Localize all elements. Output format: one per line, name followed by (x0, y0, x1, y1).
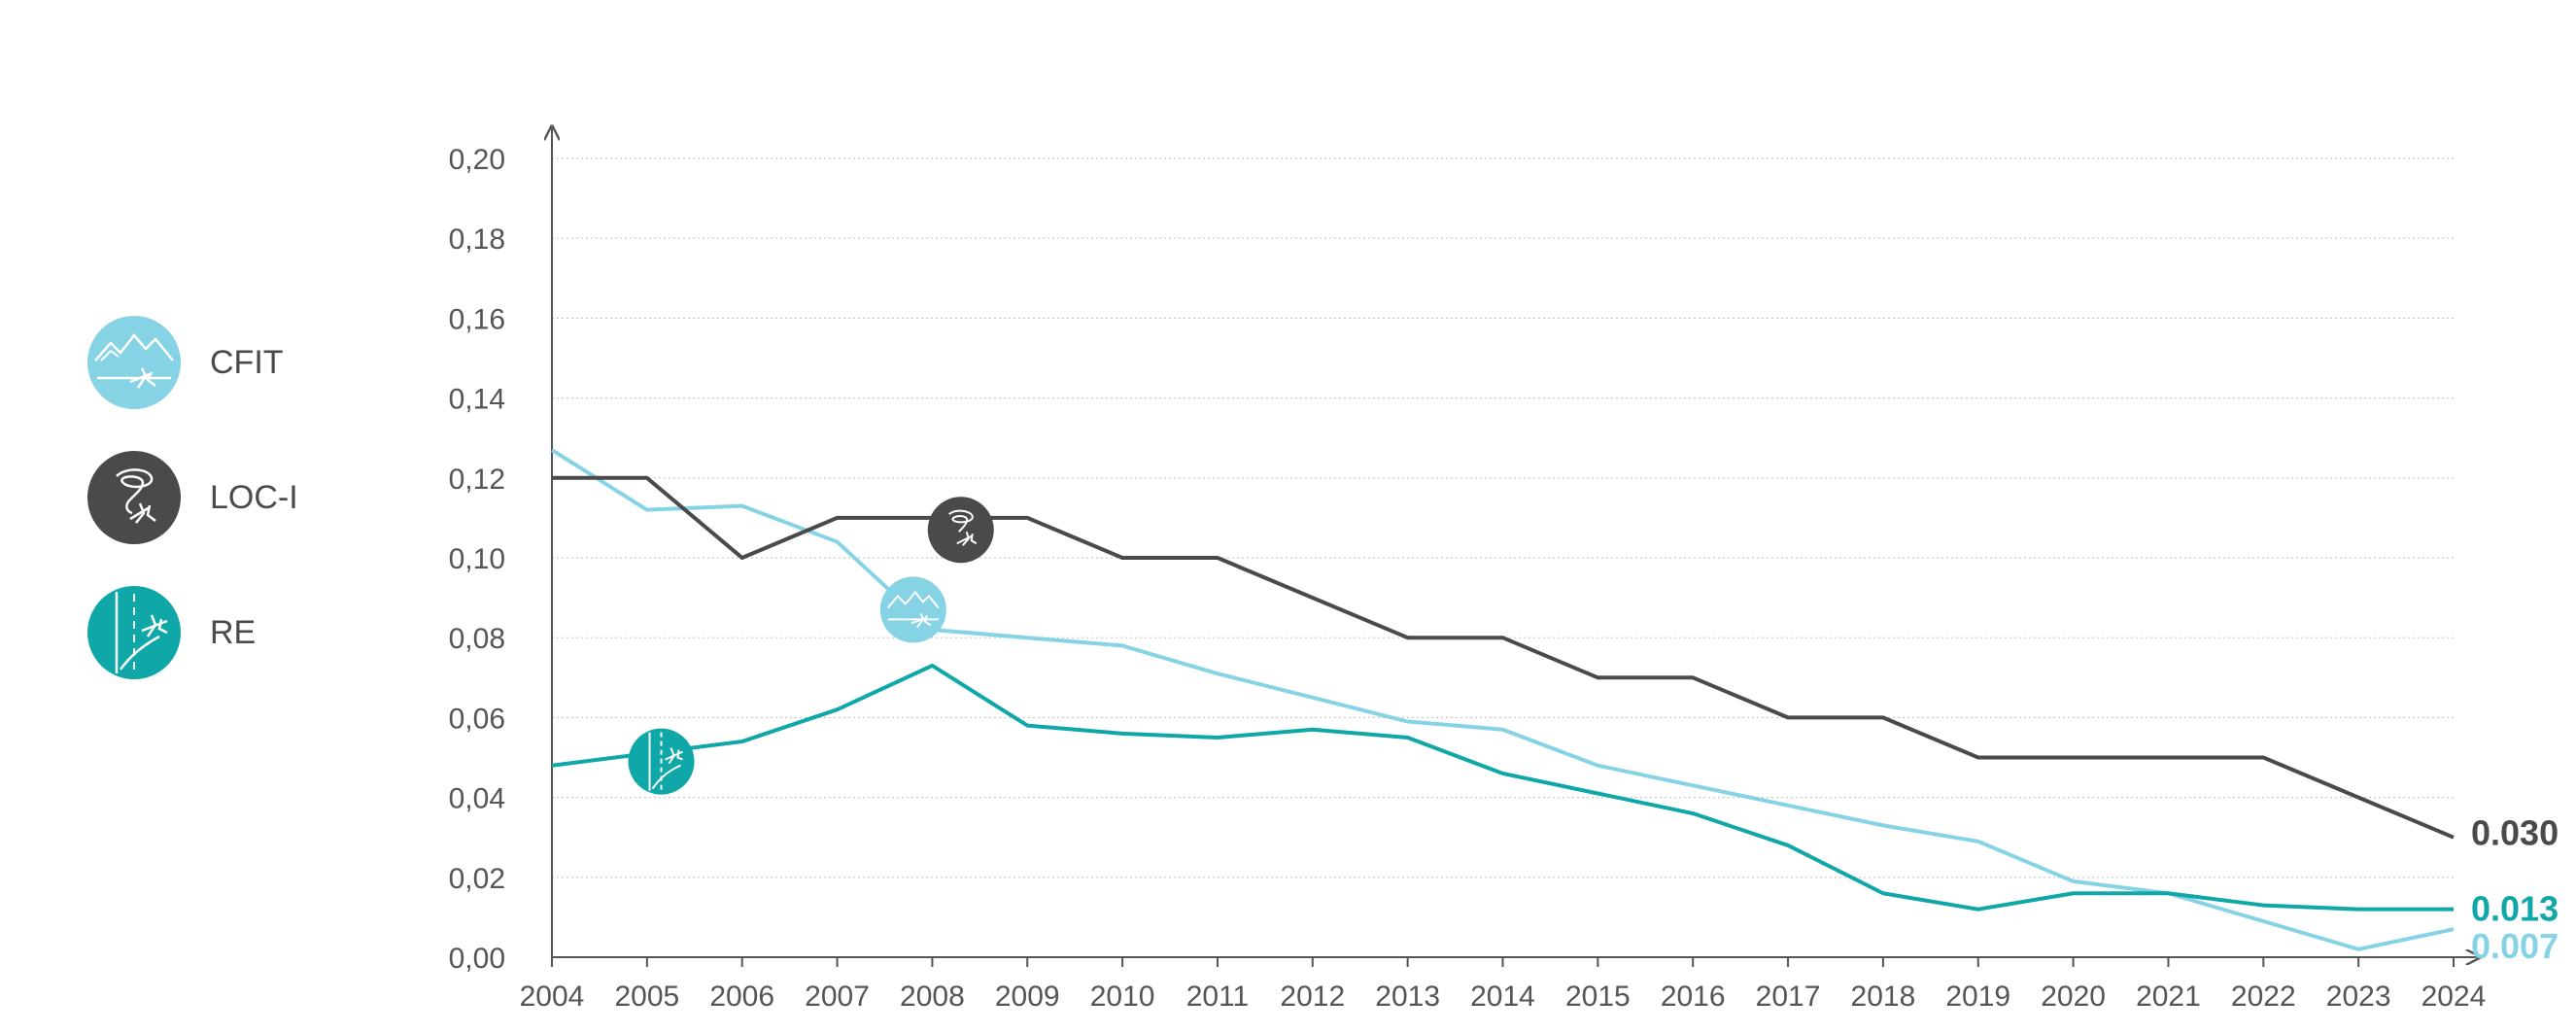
legend-label: CFIT (210, 343, 284, 381)
marker-glyph (956, 531, 978, 546)
y-tick-label: 0,08 (449, 623, 505, 655)
marker-glyph (651, 764, 681, 790)
legend-item-cfit: CFIT (87, 316, 298, 409)
legend-label: RE (210, 613, 257, 651)
y-tick-label: 0,20 (449, 144, 505, 176)
spiral-plane-marker-icon (927, 497, 994, 564)
x-tick-label: 2006 (709, 981, 774, 1013)
gridlines (552, 157, 2454, 878)
marker-circle (879, 576, 946, 643)
runway-plane-icon (87, 586, 181, 679)
mountain-plane-icon (87, 316, 181, 409)
y-axis-ticks: 0,00 0,02 0,04 0,06 0,08 0,10 0,12 0,14 0,16 0,18… (449, 144, 505, 975)
x-tick-label: 2007 (805, 981, 870, 1013)
y-tick-label: 0,02 (449, 863, 505, 895)
x-tick-label: 2014 (1470, 981, 1535, 1013)
series-line-cfit (550, 448, 2455, 951)
y-tick-label: 0,16 (449, 303, 505, 335)
end-label-cfit: 0.007 (2471, 926, 2559, 966)
x-tick-label: 2021 (2136, 981, 2201, 1013)
runway-plane-marker-icon (628, 728, 695, 795)
y-tick-label: 0,18 (449, 224, 505, 256)
x-tick-label: 2020 (2041, 981, 2106, 1013)
x-tick-label: 2019 (1945, 981, 2010, 1013)
end-label-re: 0.013 (2471, 889, 2559, 929)
x-tick-label: 2012 (1280, 981, 1345, 1013)
end-labels: 0.007 0.030 0.013 (2471, 813, 2559, 967)
end-label-loc-i: 0.030 (2471, 813, 2559, 853)
x-tick-label: 2018 (1851, 981, 1916, 1013)
y-tick-label: 0,04 (449, 783, 505, 815)
x-tick-label: 2011 (1186, 981, 1250, 1013)
x-tick-label: 2008 (900, 981, 965, 1013)
x-tick-label: 2017 (1756, 981, 1821, 1013)
series-lines (550, 448, 2455, 951)
mountain-plane-marker-icon (879, 576, 946, 643)
legend-item-re: RE (87, 586, 298, 679)
legend-label: LOC-I (210, 478, 298, 516)
spiral-plane-icon (87, 451, 181, 544)
y-tick-label: 0,00 (449, 943, 505, 975)
y-tick-label: 0,14 (449, 384, 505, 416)
marker-glyph (887, 590, 940, 609)
marker-glyph (665, 747, 683, 765)
marker-glyph (948, 509, 974, 533)
x-tick-label: 2024 (2421, 981, 2487, 1013)
marker-glyph (910, 613, 932, 629)
y-tick-label: 0,12 (449, 464, 505, 496)
x-tick-label: 2004 (520, 981, 585, 1013)
x-tick-label: 2009 (995, 981, 1060, 1013)
y-tick-label: 0,06 (449, 703, 505, 735)
series-line-re (551, 663, 2454, 912)
x-tick-label: 2013 (1375, 981, 1440, 1013)
series-line-loc-i (552, 475, 2455, 840)
x-tick-label: 2015 (1565, 981, 1631, 1013)
x-tick-label: 2016 (1661, 981, 1726, 1013)
x-axis-ticks: 2004 2005 2006 2007 2008 2009 2010 2011 2012 2013… (520, 957, 2487, 1013)
x-tick-label: 2005 (614, 981, 679, 1013)
legend: CFIT LOC-I RE (87, 316, 298, 721)
x-tick-label: 2010 (1090, 981, 1155, 1013)
x-tick-label: 2023 (2326, 981, 2391, 1013)
axes (552, 126, 2480, 957)
y-tick-label: 0,10 (449, 543, 505, 575)
x-tick-label: 2022 (2231, 981, 2296, 1013)
legend-item-loc-i: LOC-I (87, 451, 298, 544)
series-markers (628, 497, 994, 795)
